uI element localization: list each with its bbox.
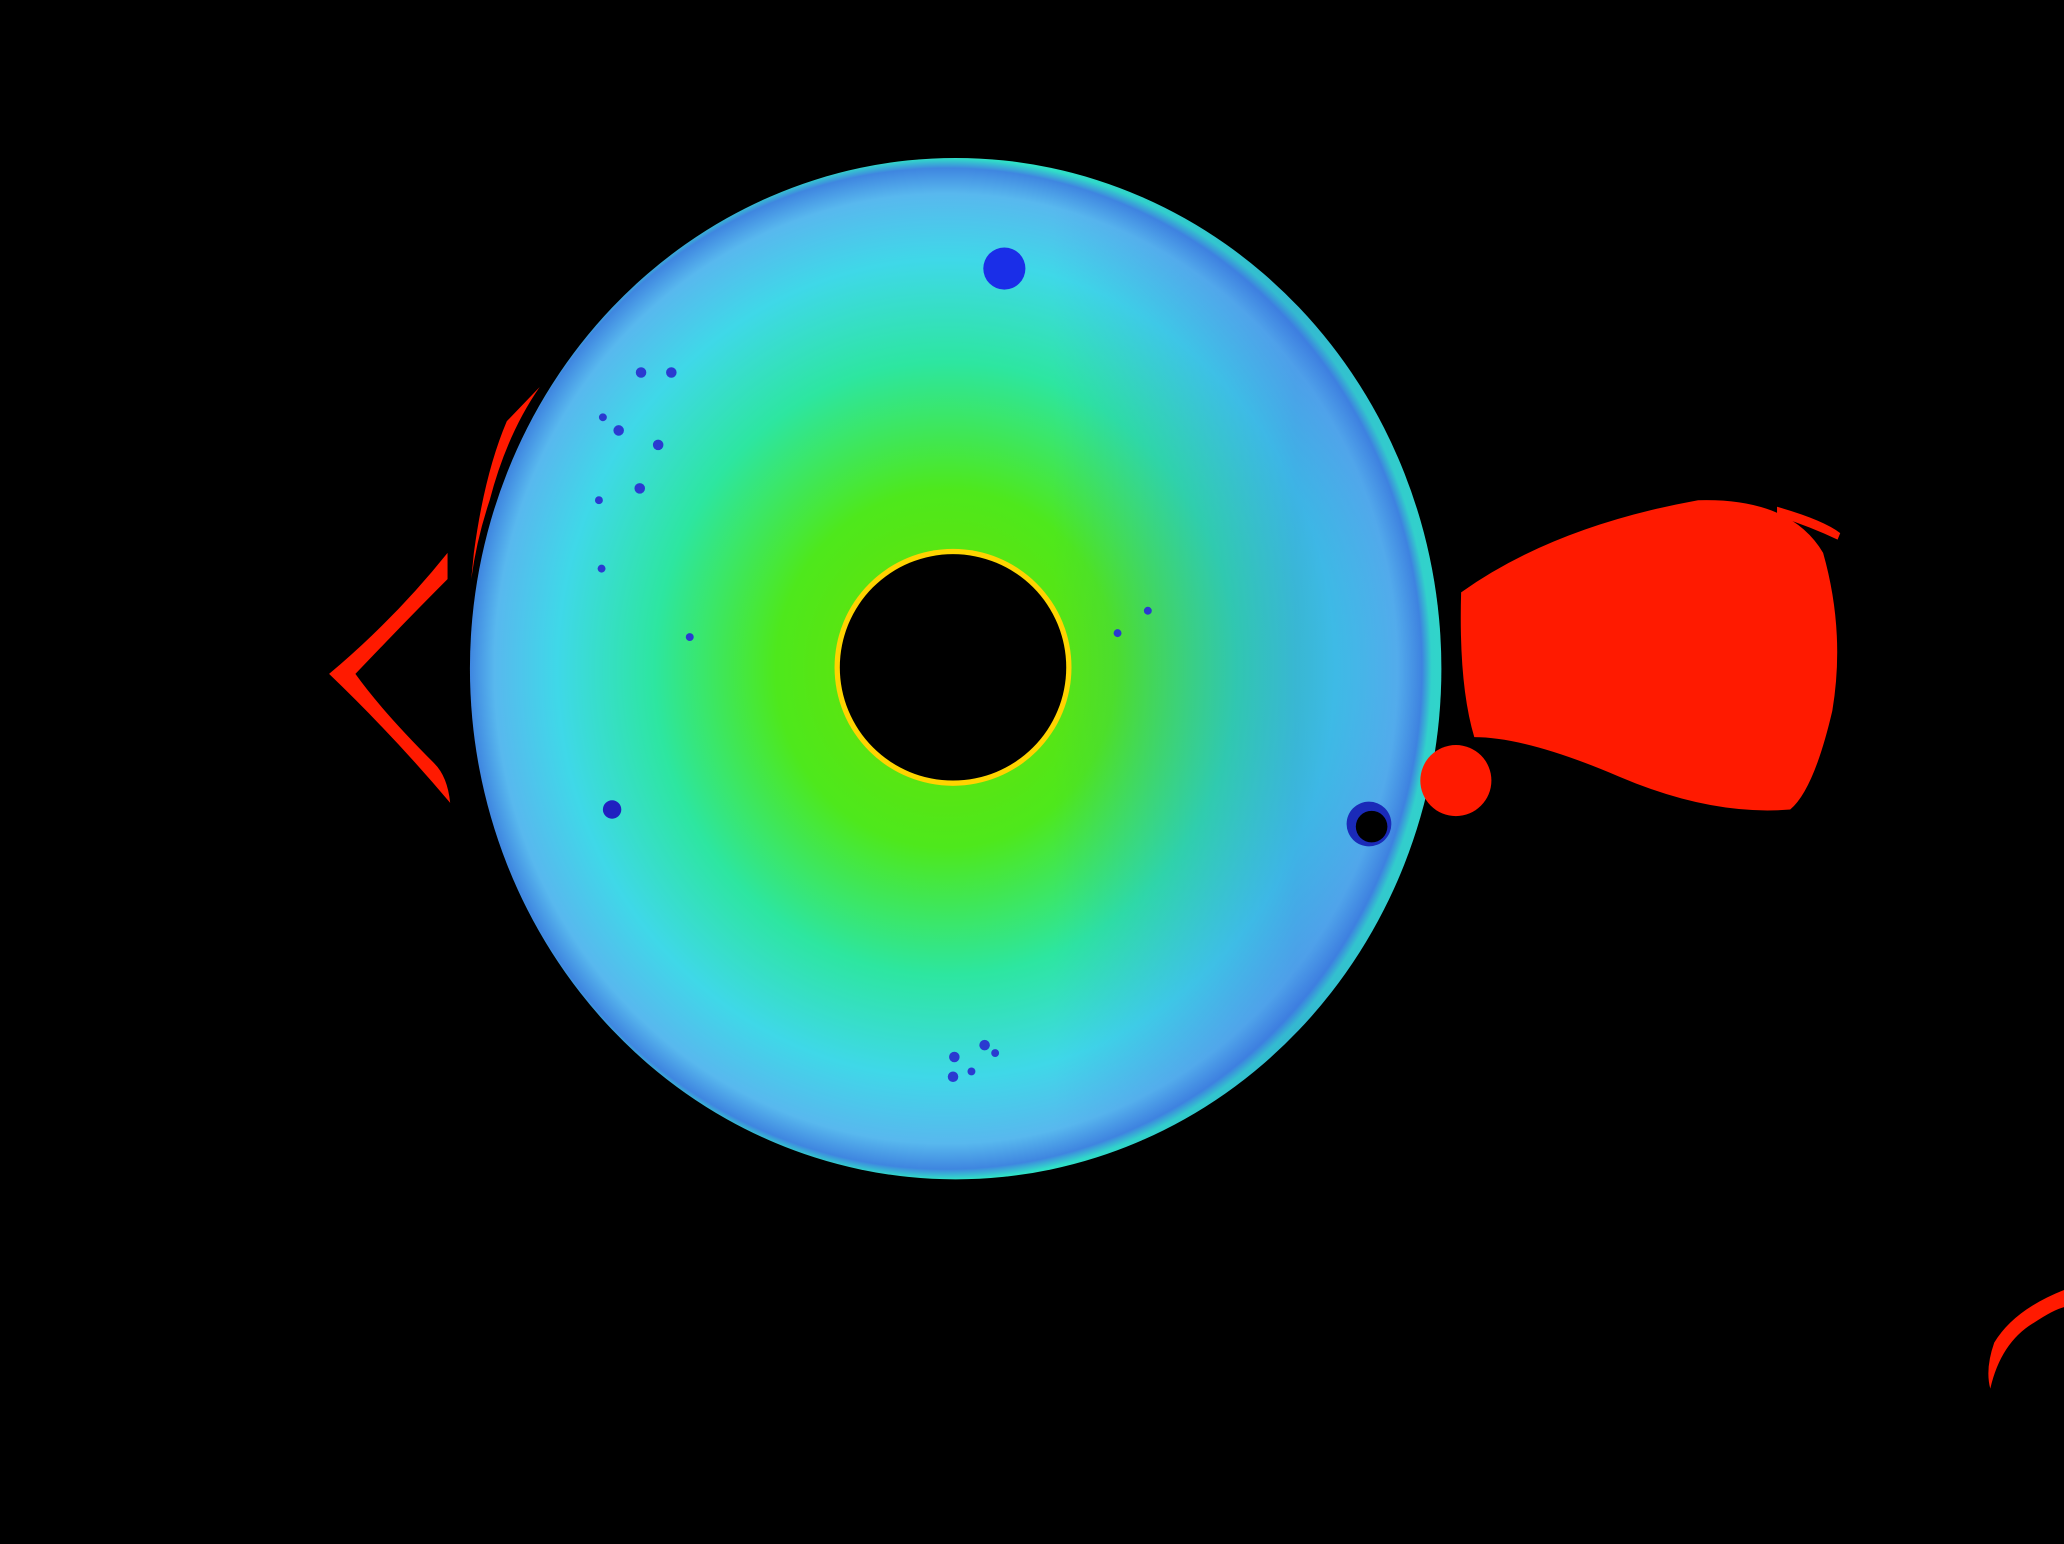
- center-hole: [839, 554, 1067, 781]
- red-artifact: [329, 552, 451, 803]
- dot: [602, 800, 622, 819]
- red-artifact: [1988, 1289, 2064, 1389]
- red-artifact: [1777, 506, 1841, 540]
- dot: [983, 247, 1026, 290]
- red-artifact: [469, 386, 540, 594]
- red-ball: [1420, 745, 1492, 817]
- small-dots: [594, 367, 1152, 1082]
- dot-hole: [1355, 810, 1388, 843]
- red-blob: [1460, 500, 1838, 811]
